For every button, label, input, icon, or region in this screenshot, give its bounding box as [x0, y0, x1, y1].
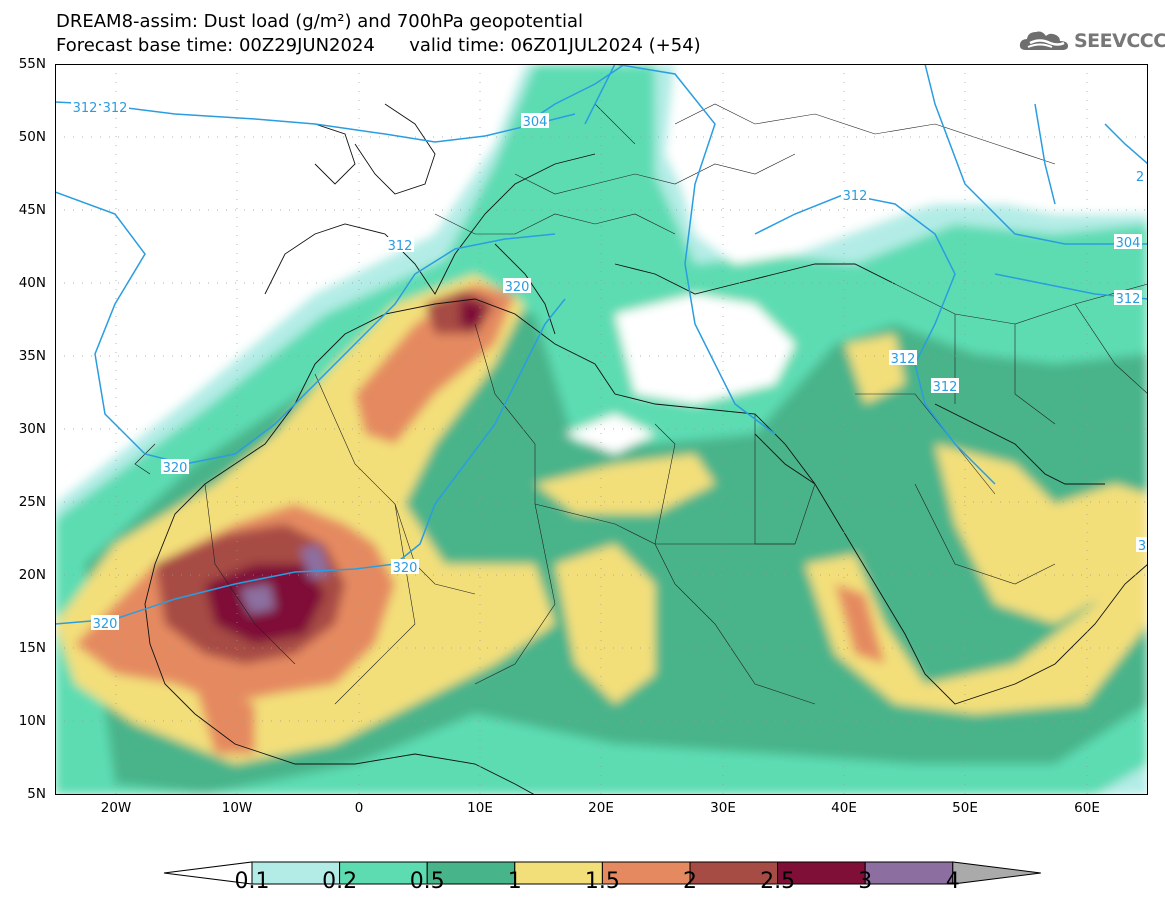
lon-label: 30E: [710, 800, 736, 816]
contour-312-far: [1034, 103, 1056, 205]
contour-ne: [1104, 123, 1148, 165]
lon-label: 40E: [831, 800, 857, 816]
contour-label: 320: [393, 561, 418, 576]
color-legend: [163, 861, 1041, 885]
dust-band-2.5b: [460, 299, 485, 329]
legend-label: 0.5: [409, 869, 445, 894]
legend-label: 0.1: [234, 869, 270, 894]
lon-label: 0: [354, 800, 364, 816]
contour-label: 2: [1136, 170, 1144, 185]
lon-label: 10W: [221, 800, 253, 816]
dust-band-1.5d: [835, 584, 885, 664]
contour-label: 304: [523, 115, 548, 130]
lat-label: 15N: [18, 640, 46, 656]
dust-field: [55, 64, 1148, 795]
dust-band-1.5c: [195, 684, 255, 754]
clear-east: [675, 64, 1148, 264]
lat-label: 45N: [18, 202, 46, 218]
contour-label: 312: [891, 352, 916, 367]
contour-label: 320: [505, 280, 530, 295]
contour-label-bg: [889, 350, 917, 365]
clear-europe: [55, 64, 485, 444]
lon-label: 50E: [952, 800, 978, 816]
clear-gulf: [565, 414, 655, 454]
contour-312-east: [754, 193, 996, 485]
dust-map: 312 312 304 312 320 312 312 312 304 312 320 320 320 2…: [55, 64, 1148, 795]
lat-label: 5N: [27, 786, 46, 802]
contour-labels: 312 312 304 312 320 312 312 312 304 312 320 320 320 2…: [71, 99, 1148, 632]
contour-312-north: [614, 64, 776, 435]
dust-band-1d: [805, 494, 1148, 714]
lon-label: 10E: [467, 800, 493, 816]
contour-label-bg: [841, 187, 869, 202]
contour-label: 312: [103, 101, 128, 116]
contour-label-bg: [101, 99, 129, 114]
legend-label: 2.5: [760, 869, 796, 894]
contour-label-bg: [391, 559, 419, 574]
chart-subtitle: Forecast base time: 00Z29JUN2024 valid t…: [56, 35, 701, 56]
contour-label: 312: [1116, 292, 1141, 307]
legend-label: 3: [858, 869, 873, 894]
contour-label-bg: [503, 278, 531, 293]
country-borders: [204, 103, 1148, 705]
lat-label: 20N: [18, 567, 46, 583]
contour-320: [55, 298, 566, 625]
legend-swatch-above: [952, 861, 1041, 885]
lat-label: 40N: [18, 275, 46, 291]
lat-label: 10N: [18, 713, 46, 729]
contour-label-bg: [1114, 290, 1142, 305]
lon-label: 20E: [588, 800, 614, 816]
coastlines: [134, 103, 1148, 795]
contour-label-bg: [71, 99, 99, 114]
lat-label: 30N: [18, 421, 46, 437]
contour-label-bg: [91, 615, 119, 630]
legend-label: 1.5: [584, 869, 620, 894]
contour-label: 312: [933, 380, 958, 395]
contour-label: 312: [73, 101, 98, 116]
contour-label-bg: [1114, 234, 1142, 249]
clear-med: [615, 294, 795, 404]
contour-label-bg: [931, 378, 959, 393]
dust-band-1c: [555, 544, 655, 704]
lat-label: 35N: [18, 348, 46, 364]
contour-label: 304: [1116, 236, 1141, 251]
logo-text: SEEVCCC: [1074, 30, 1165, 52]
lat-label: 55N: [18, 56, 46, 72]
contour-label-bg: [161, 459, 189, 474]
contour-label: 320: [93, 617, 118, 632]
chart-title: DREAM8-assim: Dust load (g/m²) and 700hP…: [56, 11, 583, 32]
contour-label: 312: [843, 189, 868, 204]
contour-label-bg: [386, 237, 414, 252]
lat-label: 50N: [18, 129, 46, 145]
contour-312-south: [584, 64, 616, 125]
contour-label: 3: [1138, 539, 1146, 554]
contour-312-west: [55, 101, 576, 143]
dust-band-3: [240, 584, 275, 614]
legend-label: 4: [945, 869, 960, 894]
contour-312-mid: [55, 191, 556, 465]
contour-label: 320: [163, 461, 188, 476]
dust-band-1e: [935, 444, 1148, 624]
contour-label-bg: [1134, 168, 1146, 183]
cloud-icon: [1019, 31, 1068, 50]
contour-label: 312: [388, 239, 413, 254]
legend-label: 1: [507, 869, 522, 894]
seevccc-logo: SEEVCCC: [1018, 26, 1165, 56]
contour-label-bg: [521, 113, 549, 128]
contour-label-bg: [1136, 537, 1148, 552]
legend-label: 0.2: [322, 869, 358, 894]
lon-label: 20W: [100, 800, 132, 816]
legend-label: 2: [683, 869, 697, 894]
lon-label: 60E: [1074, 800, 1100, 816]
lat-label: 25N: [18, 494, 46, 510]
